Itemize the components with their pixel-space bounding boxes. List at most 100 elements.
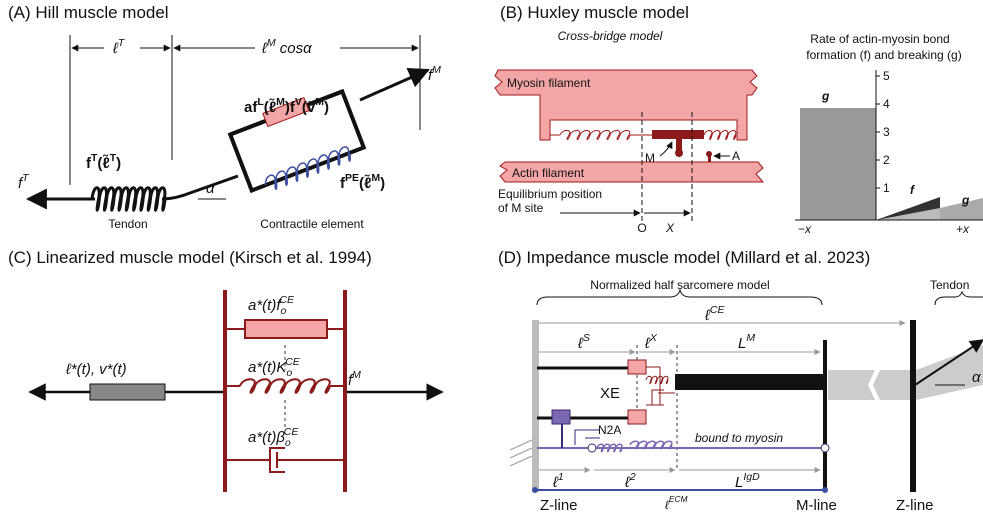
label-part: CE: [710, 304, 726, 316]
label: +x: [956, 222, 970, 236]
label: ℓ2: [624, 471, 636, 491]
spring: [92, 188, 165, 211]
figure: (A) Hill muscle modelℓTℓM cosαfMfTafL(ℓ̃…: [0, 0, 983, 513]
label: 2: [883, 153, 890, 167]
label: 1: [883, 181, 890, 195]
label: fPE(ℓ̃M): [340, 172, 385, 192]
label: fM: [348, 369, 361, 389]
label: LM: [738, 332, 755, 352]
label-part: ): [380, 175, 385, 192]
label-part: M: [267, 37, 276, 49]
label-part: (ℓ̃: [97, 154, 109, 172]
label: ℓCE: [704, 304, 725, 324]
label-part: 2: [629, 471, 636, 483]
label-part: ECM: [669, 494, 688, 504]
label-part: (ṽ: [302, 99, 316, 116]
label-part: L: [735, 474, 743, 491]
label: Rate of actin-myosin bond: [810, 32, 949, 46]
label: Z-line: [896, 497, 934, 513]
label-part: T: [22, 172, 30, 184]
label-part: M: [352, 369, 361, 381]
label-part: o: [286, 367, 292, 379]
label: 4: [883, 97, 890, 111]
label: g: [961, 193, 970, 207]
label-part: V: [295, 96, 302, 108]
label: formation (f) and breaking (g): [806, 48, 961, 62]
label: ℓT: [112, 37, 126, 57]
label: ℓECM: [665, 494, 688, 512]
label-part: CE: [279, 294, 295, 306]
label: ℓM cosα: [261, 37, 312, 57]
label: a*(t)βoCE: [248, 426, 299, 449]
label: (B) Huxley muscle model: [500, 3, 689, 22]
label: α: [206, 180, 215, 197]
label: Z-line: [540, 497, 578, 513]
label-part: a*(t)β: [248, 429, 285, 446]
label: ℓS: [577, 332, 590, 352]
label-part: af: [244, 99, 258, 116]
label-part: ): [324, 99, 329, 116]
label: (D) Impedance muscle model (Millard et a…: [498, 248, 870, 267]
label: Equilibrium position: [498, 187, 602, 201]
label: bound to myosin: [695, 431, 783, 445]
label-part: M: [276, 96, 285, 108]
spring: [560, 131, 630, 140]
label-part: (ℓ̃: [359, 174, 371, 192]
label-part: T: [118, 37, 126, 49]
label-part: a*(t)K: [248, 359, 287, 376]
label-part: L: [738, 335, 746, 352]
label-part: PE: [345, 172, 359, 184]
label-part: o: [285, 437, 291, 449]
spring: [646, 376, 668, 384]
label: Myosin filament: [507, 76, 591, 90]
spring: [240, 379, 330, 393]
label-part: X: [649, 332, 658, 344]
label-part: IgD: [743, 471, 760, 483]
label-part: M: [746, 332, 755, 344]
label: −x: [798, 222, 812, 236]
label: 3: [883, 125, 890, 139]
label-part: CE: [285, 356, 301, 368]
label: M-line: [796, 497, 837, 513]
label: (C) Linearized muscle model (Kirsch et a…: [8, 248, 372, 267]
label-part: M: [432, 64, 441, 76]
label: Tendon: [108, 217, 147, 231]
label: fT: [18, 172, 30, 192]
label-part: o: [281, 305, 287, 317]
label: a*(t)KoCE: [248, 356, 301, 379]
label: M: [645, 151, 655, 165]
label-part: (ℓ̃: [264, 98, 276, 116]
label: of M site: [498, 201, 544, 215]
label-part: ): [116, 155, 121, 172]
label: Contractile element: [260, 217, 364, 231]
label-part: a*(t)f: [248, 297, 282, 314]
label-part: M: [315, 96, 324, 108]
label: O: [637, 221, 646, 235]
label: fT(ℓ̃T): [86, 152, 121, 172]
label: (A) Hill muscle model: [8, 3, 169, 22]
label-part: 1: [558, 471, 564, 483]
label: afL(ℓ̃M)fV(ṽM): [244, 96, 329, 116]
label: Normalized half sarcomere model: [590, 278, 769, 292]
label-part: CE: [284, 426, 300, 438]
label: A: [732, 149, 740, 163]
label-part: S: [583, 332, 590, 344]
label: fM: [428, 64, 441, 84]
label: ℓ1: [552, 471, 564, 491]
label: Cross-bridge model: [558, 29, 663, 43]
label: Tendon: [930, 278, 969, 292]
label: Actin filament: [512, 166, 585, 180]
label: a*(t)foCE: [248, 294, 295, 317]
label: LIgD: [735, 471, 760, 491]
label: N2A: [598, 423, 621, 437]
label-part: M: [371, 172, 380, 184]
label: α: [972, 369, 981, 386]
label: f: [910, 183, 915, 197]
label: X: [665, 221, 675, 235]
label: 5: [883, 69, 890, 83]
label-part: cosα: [276, 40, 313, 57]
label: XE: [600, 385, 620, 402]
label: ℓ*(t), v*(t): [65, 361, 127, 378]
label: ℓX: [644, 332, 658, 352]
